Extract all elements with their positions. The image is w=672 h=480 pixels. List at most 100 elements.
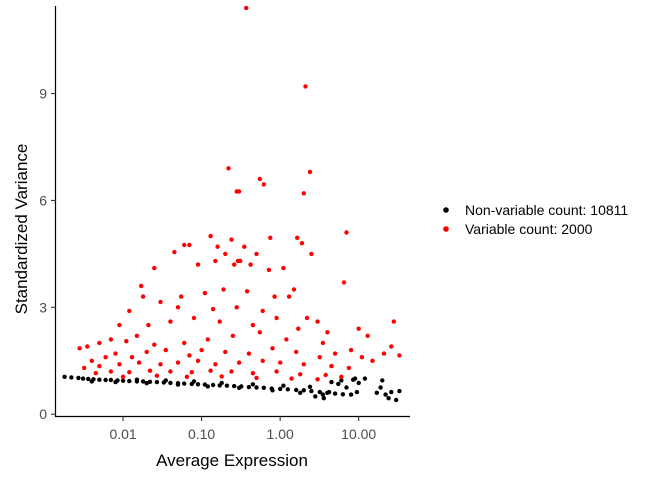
data-point-variable bbox=[301, 191, 306, 196]
data-point-variable bbox=[213, 258, 218, 264]
data-point-nonvariable bbox=[378, 385, 383, 390]
data-point-variable bbox=[172, 249, 177, 255]
data-point-variable bbox=[309, 251, 314, 257]
data-point-variable bbox=[236, 189, 242, 194]
data-point-variable bbox=[184, 374, 190, 379]
data-point-variable bbox=[257, 176, 262, 182]
data-point-variable bbox=[270, 346, 275, 351]
data-point-nonvariable bbox=[147, 379, 153, 384]
data-point-nonvariable bbox=[76, 375, 81, 381]
data-point-variable bbox=[248, 262, 253, 267]
data-point-variable bbox=[232, 262, 237, 267]
data-point-variable bbox=[254, 251, 259, 257]
data-point-variable bbox=[274, 369, 279, 374]
data-point-nonvariable bbox=[332, 391, 338, 396]
data-point-variable bbox=[117, 322, 122, 328]
x-axis-title: Average Expression bbox=[156, 451, 308, 470]
data-point-variable bbox=[182, 340, 187, 346]
data-point-variable bbox=[325, 330, 330, 335]
data-point-variable bbox=[226, 166, 231, 171]
data-point-nonvariable bbox=[182, 381, 187, 386]
data-point-nonvariable bbox=[108, 377, 114, 383]
data-point-nonvariable bbox=[301, 388, 306, 393]
data-point-variable bbox=[229, 237, 234, 242]
data-point-variable bbox=[215, 244, 220, 249]
data-point-nonvariable bbox=[175, 382, 181, 387]
data-point-nonvariable bbox=[219, 380, 224, 386]
data-point-variable bbox=[103, 355, 108, 360]
data-point-nonvariable bbox=[362, 376, 368, 381]
data-point-variable bbox=[295, 235, 300, 240]
data-point-variable bbox=[397, 353, 402, 358]
data-point-variable bbox=[223, 251, 228, 257]
data-point-nonvariable bbox=[261, 385, 266, 390]
data-point-variable bbox=[213, 362, 218, 367]
data-point-nonvariable bbox=[285, 387, 290, 392]
data-point-variable bbox=[254, 375, 259, 381]
data-point-nonvariable bbox=[127, 378, 132, 384]
data-point-variable bbox=[158, 299, 163, 305]
y-tick-label: 0 bbox=[39, 406, 47, 422]
data-point-nonvariable bbox=[86, 376, 91, 382]
data-point-variable bbox=[294, 349, 299, 355]
data-point-variable bbox=[202, 290, 208, 296]
data-point-variable bbox=[221, 287, 226, 292]
x-tick-label: 0.10 bbox=[188, 426, 215, 442]
data-point-nonvariable bbox=[397, 388, 402, 394]
data-point-variable bbox=[152, 342, 157, 347]
data-point-nonvariable bbox=[120, 378, 126, 383]
data-point-variable bbox=[152, 265, 157, 271]
data-point-variable bbox=[359, 355, 365, 360]
data-point-nonvariable bbox=[307, 384, 313, 389]
data-point-variable bbox=[175, 305, 181, 310]
data-point-nonvariable bbox=[113, 379, 118, 385]
data-point-variable bbox=[291, 287, 297, 292]
y-tick-label: 6 bbox=[39, 192, 47, 208]
data-point-variable bbox=[93, 371, 99, 376]
data-point-nonvariable bbox=[278, 386, 283, 392]
data-point-variable bbox=[289, 376, 294, 381]
data-point-nonvariable bbox=[254, 385, 259, 390]
data-point-variable bbox=[257, 330, 262, 335]
data-point-variable bbox=[139, 283, 144, 289]
data-point-variable bbox=[77, 346, 82, 351]
data-point-variable bbox=[234, 305, 239, 310]
data-point-variable bbox=[298, 372, 303, 377]
data-point-variable bbox=[278, 360, 283, 365]
data-point-variable bbox=[332, 351, 338, 356]
data-point-variable bbox=[242, 244, 247, 249]
data-point-variable bbox=[195, 358, 201, 363]
data-point-variable bbox=[210, 306, 216, 312]
data-point-nonvariable bbox=[320, 392, 326, 397]
data-point-variable bbox=[391, 319, 396, 324]
data-point-variable bbox=[230, 333, 236, 338]
data-point-variable bbox=[168, 369, 173, 374]
data-point-nonvariable bbox=[329, 379, 334, 385]
data-point-nonvariable bbox=[309, 388, 314, 394]
data-point-variable bbox=[286, 294, 292, 299]
data-point-variable bbox=[199, 347, 204, 353]
data-point-variable bbox=[236, 360, 242, 365]
data-point-nonvariable bbox=[168, 380, 173, 386]
data-point-nonvariable bbox=[340, 392, 346, 397]
data-point-nonvariable bbox=[294, 387, 299, 393]
data-point-variable bbox=[281, 265, 286, 271]
data-point-nonvariable bbox=[339, 378, 344, 383]
data-point-variable bbox=[315, 377, 320, 382]
data-point-nonvariable bbox=[224, 383, 230, 388]
y-tick-label: 3 bbox=[39, 299, 47, 315]
data-point-variable bbox=[274, 315, 279, 321]
data-point-variable bbox=[158, 362, 163, 367]
data-point-nonvariable bbox=[374, 390, 379, 395]
data-point-variable bbox=[304, 315, 310, 321]
data-point-variable bbox=[175, 360, 181, 365]
data-point-variable bbox=[303, 84, 308, 89]
data-point-nonvariable bbox=[321, 396, 326, 401]
data-point-variable bbox=[341, 280, 347, 285]
data-point-nonvariable bbox=[352, 376, 358, 381]
data-point-variable bbox=[235, 258, 241, 264]
data-point-variable bbox=[266, 267, 272, 273]
data-point-nonvariable bbox=[389, 389, 394, 395]
data-point-variable bbox=[127, 370, 132, 375]
data-point-nonvariable bbox=[394, 397, 399, 403]
